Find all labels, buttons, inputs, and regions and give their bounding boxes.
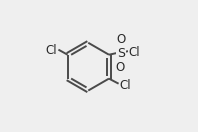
Text: Cl: Cl — [119, 79, 131, 92]
Text: Cl: Cl — [45, 44, 57, 57]
Text: S: S — [117, 47, 125, 60]
Text: Cl: Cl — [129, 46, 140, 59]
Text: O: O — [115, 61, 125, 74]
Text: O: O — [116, 33, 126, 46]
